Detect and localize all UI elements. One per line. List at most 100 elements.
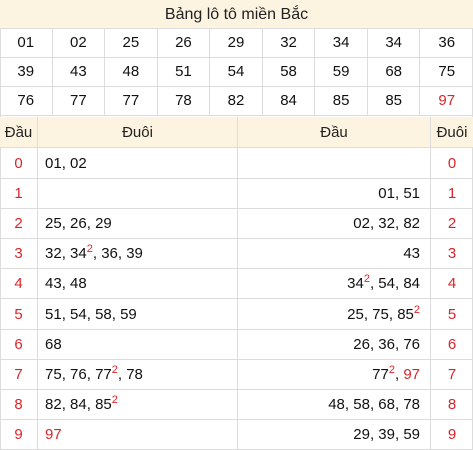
- lotto-number-cell: 84: [262, 87, 316, 116]
- lotto-value: 39: [378, 425, 395, 443]
- left-head-digit: 6: [0, 330, 37, 360]
- lotto-value: 68: [45, 335, 62, 353]
- left-tail-values: 01, 02: [38, 149, 237, 179]
- repeat-count: 2: [111, 393, 118, 406]
- lotto-value: 29: [95, 215, 112, 233]
- lotto-value: 51: [403, 185, 420, 203]
- repeat-count: 2: [111, 363, 118, 376]
- lotto-value: 01: [45, 155, 62, 172]
- lotto-number-cell: 58: [262, 58, 316, 87]
- lotto-number-cell: 97: [420, 87, 473, 116]
- lotto-value: 26: [353, 335, 370, 353]
- lotto-value: 25: [347, 305, 364, 323]
- lotto-value: 36: [378, 335, 395, 353]
- right-tail-digit: 9: [447, 425, 457, 443]
- lotto-value: 25: [45, 215, 62, 233]
- left-head-digit: 4: [0, 269, 37, 300]
- left-tail-values: 43, 48: [38, 269, 237, 300]
- right-tail-header: Đuôi: [431, 117, 473, 148]
- lotto-number-cell: 75: [420, 58, 473, 87]
- lotto-number-cell: 02: [52, 29, 106, 58]
- lotto-number-cell: 48: [105, 58, 158, 87]
- lotto-value: 48: [70, 275, 87, 293]
- lotto-number-cell: 25: [105, 29, 158, 58]
- lotto-value: 32: [45, 245, 62, 263]
- lotto-number-cell: 77: [105, 87, 158, 116]
- right-tail-digit: 2: [431, 209, 473, 240]
- repeat-count: 2: [413, 303, 420, 316]
- lotto-number-cell: 32: [262, 29, 316, 58]
- lotto-value: 97: [45, 425, 62, 443]
- lotto-value: 85: [397, 305, 414, 323]
- repeat-count: 2: [388, 363, 395, 376]
- left-tail-values: [38, 179, 237, 210]
- lotto-value: 84: [403, 275, 420, 293]
- left-head-digit: 1: [0, 179, 37, 210]
- right-head-values: 25, 75, 852: [238, 300, 430, 330]
- lotto-value: 48: [328, 395, 345, 413]
- lotto-number-cell: 85: [367, 87, 421, 116]
- lotto-number-cell: 29: [210, 29, 263, 58]
- column-divider: [37, 117, 38, 450]
- right-head-values: 02, 32, 82: [238, 209, 430, 240]
- lotto-value: 54: [70, 305, 87, 323]
- left-tail-values: 25, 26, 29: [38, 209, 237, 240]
- lotto-number-cell: 39: [0, 58, 53, 87]
- lotto-number-cell: 36: [420, 29, 473, 58]
- lotto-number-cell: 78: [157, 87, 211, 116]
- lotto-value: 34: [347, 275, 364, 293]
- right-tail-digit: 4: [431, 269, 473, 300]
- left-head-digit: 3: [0, 239, 37, 270]
- lotto-value: 85: [95, 395, 112, 413]
- lotto-number-cell: 82: [210, 87, 263, 116]
- lotto-number-cell: 54: [210, 58, 263, 87]
- lotto-value: 54: [378, 275, 395, 293]
- lotto-value: 58: [95, 305, 112, 323]
- right-tail-digit: 3: [431, 239, 473, 270]
- lotto-value: 39: [126, 245, 143, 263]
- left-tail-values: 68: [38, 330, 237, 360]
- left-head-digit: 2: [0, 209, 37, 240]
- lotto-value: 82: [45, 395, 62, 413]
- lotto-value: 76: [403, 335, 420, 353]
- left-tail-values: 82, 84, 852: [38, 390, 237, 420]
- right-tail-digit: 5: [431, 300, 473, 330]
- lotto-value: 77: [372, 365, 389, 383]
- lotto-number-cell: 76: [0, 87, 53, 116]
- lotto-value: 84: [70, 395, 87, 413]
- lotto-value: 58: [353, 395, 370, 413]
- lotto-value: 34: [70, 245, 87, 263]
- left-head-digit: 7: [0, 360, 37, 390]
- right-head-values: 342, 54, 84: [238, 269, 430, 300]
- left-tail-values: 75, 76, 772, 78: [38, 360, 237, 390]
- lotto-number-cell: 34: [367, 29, 421, 58]
- lotto-value: 59: [403, 425, 420, 443]
- left-tail-values: 51, 54, 58, 59: [38, 300, 237, 330]
- lotto-number-cell: 51: [157, 58, 211, 87]
- lotto-value: 02: [353, 215, 370, 233]
- left-tail-header: Đuôi: [38, 117, 237, 148]
- lotto-value: 43: [403, 245, 420, 263]
- lotto-value: 77: [95, 365, 112, 383]
- lotto-value: 75: [372, 305, 389, 323]
- lotto-value: 51: [45, 305, 62, 323]
- lotto-value: 02: [70, 155, 87, 172]
- lotto-value: 97: [403, 365, 420, 383]
- lotto-value: 78: [126, 365, 143, 383]
- lotto-value: 32: [378, 215, 395, 233]
- right-head-values: 29, 39, 59: [238, 420, 430, 450]
- lotto-number-cell: 77: [52, 87, 106, 116]
- lotto-value: 26: [70, 215, 87, 233]
- right-head-values: 772, 97: [238, 360, 430, 390]
- left-tail-values: 97: [38, 420, 237, 450]
- right-tail-digit: 0: [431, 149, 473, 179]
- table-divider: [237, 117, 238, 450]
- right-tail-digit: 8: [431, 390, 473, 420]
- left-head-digit: 9: [0, 420, 37, 450]
- right-head-values: 48, 58, 68, 78: [238, 390, 430, 420]
- lotto-number-cell: 26: [157, 29, 211, 58]
- repeat-count: 2: [363, 273, 370, 286]
- lotto-number-cell: 01: [0, 29, 53, 58]
- lotto-value: 36: [101, 245, 118, 263]
- lotto-value: 29: [353, 425, 370, 443]
